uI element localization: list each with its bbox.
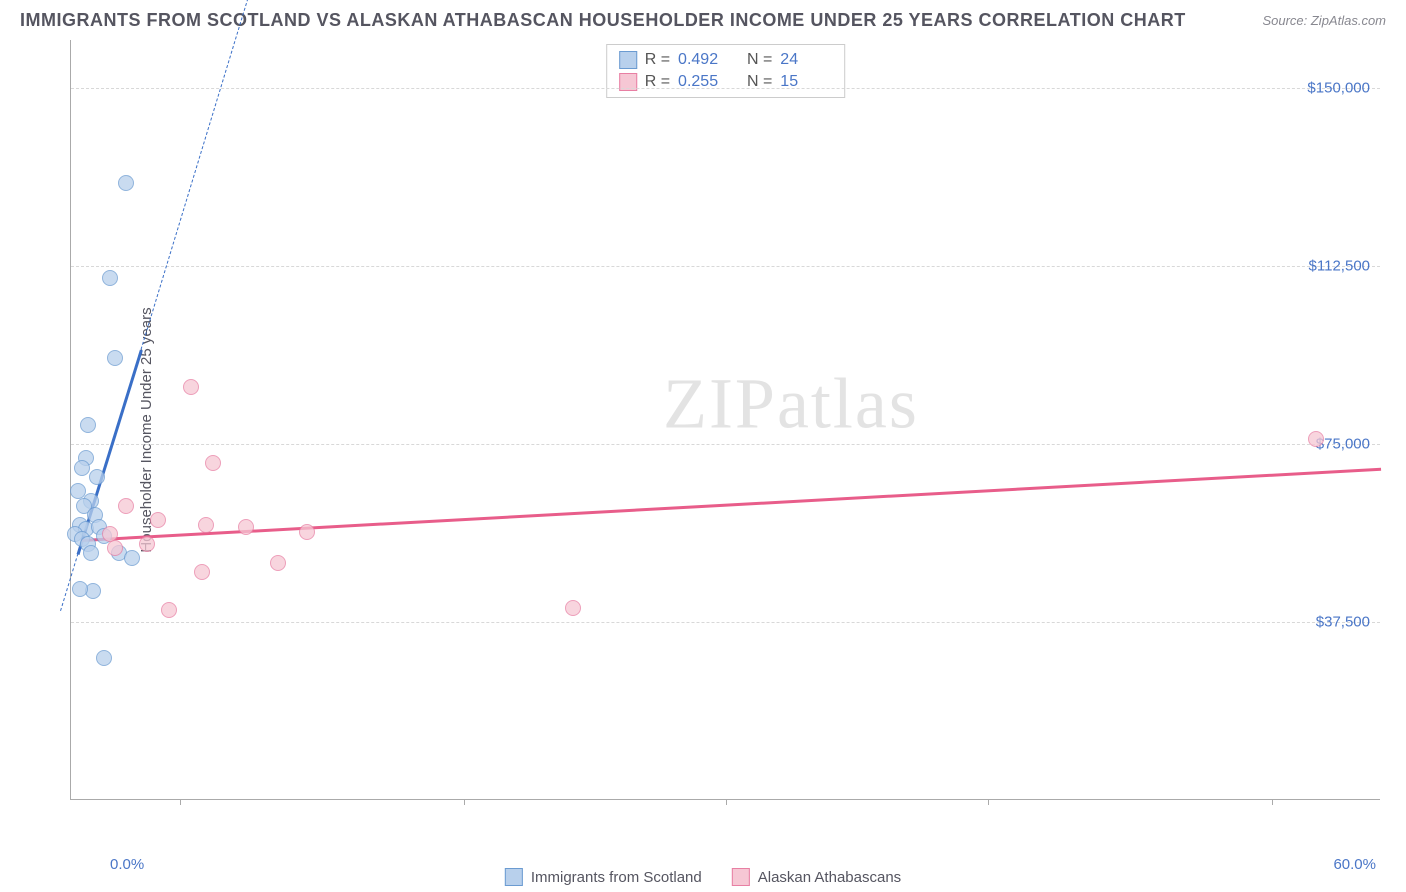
y-tick-label: $150,000 [1307, 79, 1370, 96]
data-point [205, 455, 221, 471]
data-point [118, 498, 134, 514]
stat-label-n: N = [738, 51, 772, 69]
legend: Immigrants from Scotland Alaskan Athabasc… [505, 868, 901, 886]
data-point [107, 350, 123, 366]
y-tick-label: $75,000 [1316, 435, 1370, 452]
chart-title: IMMIGRANTS FROM SCOTLAND VS ALASKAN ATHA… [20, 10, 1186, 31]
x-tick [1272, 799, 1273, 805]
data-point [194, 564, 210, 580]
legend-swatch [505, 868, 523, 886]
stat-value-r: 0.492 [678, 51, 730, 69]
data-point [102, 270, 118, 286]
gridline [71, 444, 1380, 445]
x-tick [988, 799, 989, 805]
data-point [299, 524, 315, 540]
source-attribution: Source: ZipAtlas.com [1262, 13, 1386, 28]
x-tick [726, 799, 727, 805]
legend-label: Alaskan Athabascans [758, 869, 901, 886]
data-point [139, 536, 155, 552]
trend-line [140, 0, 257, 349]
stat-value-n: 24 [780, 51, 832, 69]
series-swatch [619, 51, 637, 69]
data-point [270, 555, 286, 571]
correlation-stats-box: R = 0.492 N = 24 R =0.255 N =15 [606, 44, 846, 98]
watermark: ZIPatlas [663, 363, 919, 446]
data-point [89, 469, 105, 485]
y-tick-label: $37,500 [1316, 613, 1370, 630]
data-point [83, 545, 99, 561]
stat-label-r: R = [645, 51, 670, 69]
data-point [1308, 431, 1324, 447]
legend-item: Alaskan Athabascans [732, 868, 901, 886]
x-axis-max-label: 60.0% [1333, 856, 1376, 873]
gridline [71, 266, 1380, 267]
data-point [183, 379, 199, 395]
data-point [198, 517, 214, 533]
data-point [124, 550, 140, 566]
stats-row: R = 0.492 N = 24 [619, 49, 833, 71]
data-point [72, 581, 88, 597]
legend-item: Immigrants from Scotland [505, 868, 702, 886]
legend-swatch [732, 868, 750, 886]
data-point [161, 602, 177, 618]
watermark-thin: atlas [777, 364, 919, 444]
data-point [118, 175, 134, 191]
x-tick [180, 799, 181, 805]
data-point [96, 650, 112, 666]
data-point [74, 460, 90, 476]
gridline [71, 88, 1380, 89]
data-point [80, 417, 96, 433]
y-tick-label: $112,500 [1309, 257, 1370, 274]
data-point [150, 512, 166, 528]
x-tick [464, 799, 465, 805]
data-point [565, 600, 581, 616]
gridline [71, 622, 1380, 623]
legend-label: Immigrants from Scotland [531, 869, 702, 886]
chart-container: Householder Income Under 25 years ZIPatl… [50, 40, 1390, 820]
data-point [107, 540, 123, 556]
x-axis-min-label: 0.0% [110, 856, 144, 873]
watermark-bold: ZIP [663, 364, 777, 444]
plot-area: ZIPatlas R = 0.492 N = 24 R =0.255 N =15 $3… [70, 40, 1380, 800]
data-point [238, 519, 254, 535]
trend-line [82, 468, 1381, 542]
stats-row: R =0.255 N =15 [619, 71, 833, 93]
